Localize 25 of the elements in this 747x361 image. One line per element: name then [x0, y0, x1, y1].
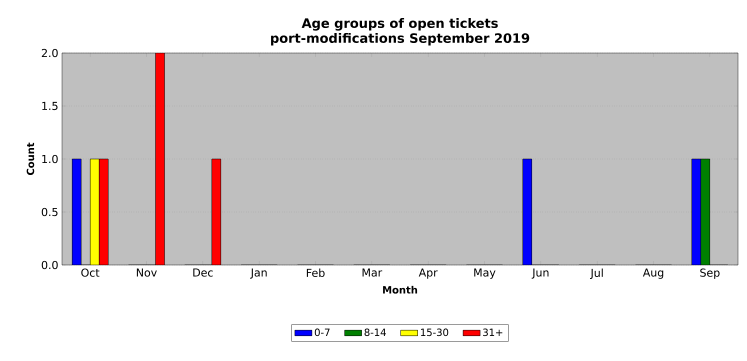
y-tick-label: 1.0 — [42, 154, 58, 164]
x-tick-label: Nov — [136, 268, 157, 277]
y-tick-label: 0.0 — [42, 260, 58, 270]
x-tick-label: Feb — [306, 268, 325, 277]
legend-label: 8-14 — [364, 328, 386, 336]
y-tick-label: 1.5 — [42, 102, 58, 110]
x-tick-label: Jan — [250, 268, 267, 279]
y-axis-title: Count — [26, 142, 34, 176]
y-tick-label: 0.5 — [42, 208, 58, 216]
x-tick-label: Oct — [81, 268, 100, 277]
x-tick-label: Aug — [642, 268, 664, 279]
chart-title: Age groups of open tickets — [302, 18, 498, 31]
legend-label: 31+ — [483, 328, 502, 336]
x-tick-label: Apr — [418, 268, 438, 279]
x-tick-label: Jul — [590, 268, 603, 280]
chart-subtitle: port-modifications September 2019 — [271, 32, 530, 46]
legend-label: 0-7 — [314, 328, 330, 336]
x-tick-label: May — [474, 268, 496, 279]
x-tick-label: Mar — [362, 268, 382, 277]
y-tick-label: 2.0 — [42, 48, 58, 58]
x-tick-label: Dec — [193, 268, 213, 277]
x-tick-label: Jun — [532, 268, 548, 279]
x-tick-label: Sep — [700, 268, 720, 279]
legend-label: 15-30 — [421, 328, 448, 336]
x-axis-title: Month — [383, 286, 418, 294]
